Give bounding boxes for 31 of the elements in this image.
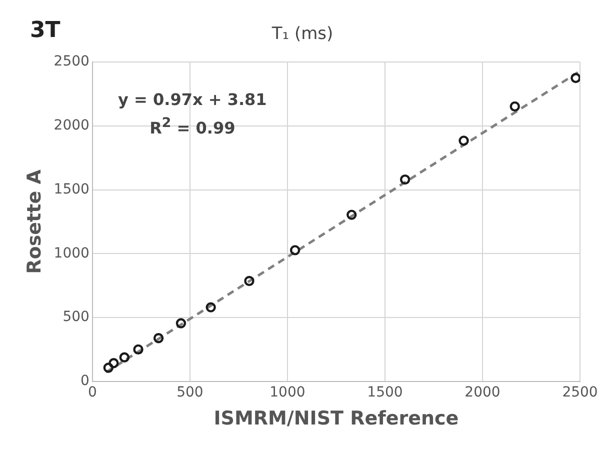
x-tick-label: 2000 [464,384,500,400]
x-tick-label: 1000 [270,384,306,400]
point [103,362,114,373]
x-tick-label: 500 [176,384,204,400]
annotation: y = 0.97x + 3.81 [118,90,267,109]
point [206,302,216,312]
chart-title: T₁ (ms) [272,24,334,44]
y-tick-label: 1000 [54,245,90,262]
point [570,72,580,84]
point [133,344,144,355]
y-tick-label: 500 [62,309,90,326]
annotation: R$^{2}$ = 0.99 [150,116,236,138]
point [244,276,254,286]
point [119,352,130,362]
point [510,101,520,112]
point [108,358,119,368]
y-tick-label: 2000 [54,118,90,134]
x-tick-label: 1500 [367,384,403,400]
point [458,136,469,146]
y-axis-title: Rosette A [23,169,46,274]
point [153,332,164,344]
point [176,318,186,328]
text: 3T [30,18,60,43]
x-tick-label: 2500 [562,384,598,400]
y-tick-label: 0 [80,373,90,390]
point [400,174,410,185]
x-axis-title: ISMRM/NIST Reference [214,408,459,430]
y-tick-label: 2500 [54,54,90,70]
y-tick-label: 1500 [54,181,90,198]
point [290,245,300,256]
point [346,210,357,220]
